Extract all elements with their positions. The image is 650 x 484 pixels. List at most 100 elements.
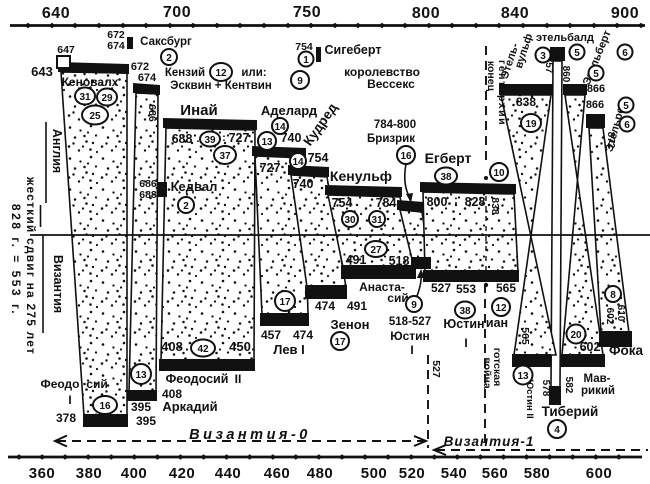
svg-text:527: 527 (430, 360, 442, 378)
svg-text:480: 480 (307, 465, 334, 482)
svg-text:27: 27 (370, 245, 382, 256)
svg-text:Бризрик: Бризрик (367, 133, 415, 145)
svg-text:420: 420 (169, 465, 196, 482)
svg-text::: : (454, 193, 458, 207)
svg-text:16: 16 (400, 151, 412, 162)
svg-text:578: 578 (540, 380, 551, 397)
svg-text:13: 13 (261, 137, 273, 148)
svg-text:13: 13 (135, 370, 147, 381)
svg-text:643: 643 (31, 64, 53, 79)
svg-text:647: 647 (57, 44, 75, 56)
svg-text:500: 500 (361, 465, 388, 482)
svg-text:5: 5 (593, 69, 599, 80)
svg-text:754: 754 (295, 41, 313, 53)
svg-text:828 г. = 553 г.: 828 г. = 553 г. (9, 204, 23, 316)
svg-text:Кеновалх: Кеновалх (62, 75, 119, 89)
svg-text:Инай: Инай (180, 102, 217, 119)
svg-text:840: 840 (501, 5, 529, 22)
svg-text:5: 5 (623, 101, 629, 112)
svg-text:784-800: 784-800 (374, 119, 416, 131)
svg-text:42: 42 (197, 344, 209, 355)
svg-text:395: 395 (136, 414, 156, 428)
svg-text:13: 13 (517, 371, 529, 382)
svg-text:Лев I: Лев I (273, 342, 305, 357)
svg-text:440: 440 (215, 465, 242, 482)
svg-text:9: 9 (297, 76, 303, 87)
svg-text:4: 4 (554, 425, 560, 436)
svg-text:гептархии: гептархии (496, 60, 508, 126)
svg-text:750: 750 (293, 4, 321, 21)
svg-text:Кенульф: Кенульф (330, 168, 392, 184)
svg-text:838: 838 (516, 95, 536, 109)
svg-text:19: 19 (525, 119, 537, 130)
svg-text:540: 540 (441, 465, 468, 482)
svg-text:25: 25 (89, 111, 101, 122)
svg-text:378: 378 (56, 411, 76, 425)
svg-text:Анаста-: Анаста- (359, 280, 405, 294)
svg-text:784: 784 (376, 196, 397, 210)
svg-text:2: 2 (183, 201, 189, 212)
svg-text:610: 610 (615, 305, 626, 322)
svg-text:860: 860 (560, 66, 571, 83)
svg-text:674: 674 (138, 72, 157, 84)
svg-text:600: 600 (586, 465, 613, 482)
svg-text:602: 602 (580, 340, 601, 354)
svg-text:иан: иан (486, 316, 508, 330)
svg-text:565: 565 (519, 327, 531, 345)
svg-text:сий: сий (86, 377, 107, 391)
svg-text:сий: сий (387, 291, 408, 305)
svg-text:14: 14 (274, 122, 286, 133)
svg-text:Тиберий: Тиберий (542, 404, 599, 419)
svg-text:Саксбург: Саксбург (140, 36, 192, 48)
svg-text:рикий: рикий (581, 385, 615, 397)
svg-text:Зенон: Зенон (330, 317, 369, 332)
svg-text:Эсквин + Кентвин: Эсквин + Кентвин (170, 80, 272, 92)
svg-text:457: 457 (261, 328, 281, 342)
svg-text:688: 688 (172, 132, 193, 146)
svg-text:640: 640 (42, 5, 70, 22)
svg-text:Сигеберт: Сигеберт (325, 43, 382, 57)
svg-text:857: 857 (543, 57, 554, 74)
svg-text:Аркадий: Аркадий (162, 399, 217, 414)
svg-text:688: 688 (139, 189, 157, 201)
svg-text:672: 672 (107, 29, 125, 41)
svg-text:жесткий сдвиг на 275 лет: жесткий сдвиг на 275 лет (24, 176, 38, 355)
svg-text:520: 520 (399, 465, 426, 482)
svg-text:740: 740 (281, 131, 302, 145)
svg-text:740: 740 (293, 177, 314, 191)
svg-text:674: 674 (107, 40, 125, 52)
svg-text:408: 408 (161, 339, 183, 354)
svg-text:17: 17 (334, 337, 346, 348)
svg-text:5: 5 (574, 48, 580, 59)
svg-text:754: 754 (332, 196, 353, 210)
svg-text:700: 700 (163, 4, 191, 21)
svg-text:Византия-1: Византия-1 (444, 434, 535, 449)
svg-text:727: 727 (260, 161, 281, 175)
svg-text:582: 582 (563, 377, 574, 394)
svg-text:Византия: Византия (51, 255, 65, 313)
svg-text:16: 16 (99, 401, 111, 412)
svg-text:754: 754 (308, 151, 329, 165)
svg-text:II: II (235, 372, 242, 386)
svg-text:20: 20 (570, 330, 582, 341)
svg-text:Кедвал: Кедвал (171, 179, 218, 194)
svg-text:Юстин II: Юстин II (524, 379, 535, 418)
svg-text:12: 12 (215, 68, 227, 79)
svg-text:866: 866 (586, 99, 604, 111)
svg-text:Феодо: Феодо (40, 377, 79, 391)
svg-text:6: 6 (624, 120, 630, 131)
svg-text:готская: готская (491, 348, 503, 386)
svg-text:Юстин: Юстин (390, 329, 430, 343)
svg-text:800: 800 (427, 195, 448, 209)
svg-text:527: 527 (431, 281, 451, 295)
svg-text:474: 474 (293, 328, 313, 342)
svg-text:553: 553 (456, 282, 476, 296)
svg-text:380: 380 (76, 465, 103, 482)
svg-text:491: 491 (347, 299, 367, 313)
svg-text:37: 37 (219, 151, 231, 162)
svg-text:518: 518 (389, 254, 410, 268)
svg-text:38: 38 (440, 172, 452, 183)
svg-text:491: 491 (346, 253, 367, 267)
svg-text:8: 8 (610, 290, 616, 301)
svg-text:10: 10 (493, 168, 505, 179)
